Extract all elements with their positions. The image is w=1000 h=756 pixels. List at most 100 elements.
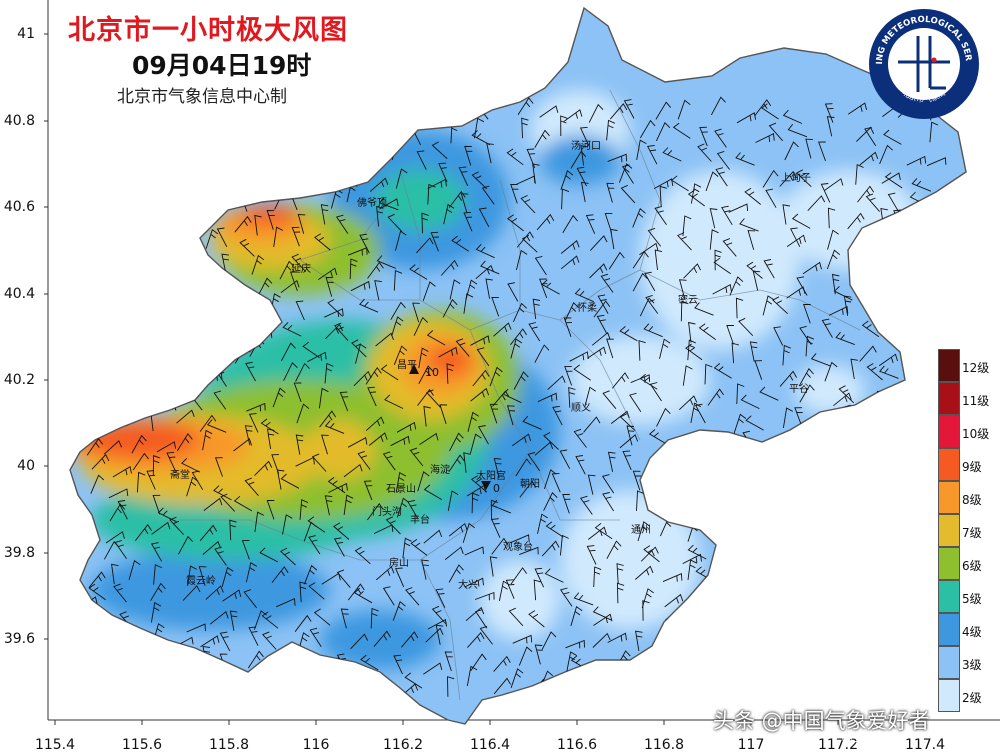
wind-barb <box>907 222 928 236</box>
wind-barb <box>745 524 763 542</box>
wind-barb <box>301 123 310 144</box>
wind-barb <box>470 653 487 671</box>
wind-barb <box>897 301 915 319</box>
wind-barb <box>448 522 468 537</box>
wind-barb <box>416 150 427 170</box>
wind-barb <box>186 167 200 187</box>
wind-barb <box>560 240 580 254</box>
wind-barb <box>369 177 389 192</box>
wind-barb <box>493 677 511 695</box>
wind-barb <box>423 405 431 427</box>
wind-barb <box>440 259 459 276</box>
wind-barb <box>632 250 649 269</box>
wind-barb <box>293 382 302 403</box>
wind-barb <box>639 297 655 317</box>
wind-barb <box>225 105 236 126</box>
wind-barb <box>241 539 250 560</box>
wind-barb <box>438 162 448 183</box>
wind-barb <box>401 631 419 648</box>
wind-barb <box>852 607 866 628</box>
legend-swatch <box>938 646 960 679</box>
wind-barb <box>866 363 883 381</box>
wind-barb <box>680 300 689 322</box>
wind-barb <box>363 480 373 501</box>
wind-barb <box>493 655 511 672</box>
x-tick-label: 116 <box>302 737 330 753</box>
wind-barb <box>755 499 775 513</box>
logo-emblem <box>898 36 950 92</box>
wind-barb <box>169 516 184 535</box>
wind-barb <box>231 187 246 207</box>
wind-barb <box>412 302 420 323</box>
wind-barb <box>609 103 628 120</box>
wind-barb <box>803 304 811 324</box>
wind-barb <box>736 383 745 405</box>
wind-barb <box>247 121 259 141</box>
wind-barb <box>828 578 842 599</box>
wind-barb <box>367 386 377 407</box>
wind-barb <box>150 602 162 623</box>
wind-barb <box>351 339 367 358</box>
wind-barb <box>136 471 146 493</box>
wind-barb <box>607 153 627 163</box>
wind-barb <box>588 103 604 123</box>
wind-barb <box>538 678 559 692</box>
wind-barb <box>755 476 766 497</box>
wind-barb <box>587 346 607 359</box>
wind-barb <box>745 415 764 431</box>
wind-barb <box>782 407 794 428</box>
y-tick-label: 39.8 <box>3 545 35 561</box>
wind-barb <box>865 557 875 578</box>
x-tick-label: 116.8 <box>643 737 685 753</box>
watermark-text: 头条 @中国气象爱好者 <box>713 709 930 733</box>
wind-barb <box>325 276 334 297</box>
wind-barb <box>638 340 646 361</box>
wind-barb <box>465 606 485 622</box>
wind-barb <box>153 688 173 699</box>
wind-barb <box>903 510 924 522</box>
wind-barb <box>771 630 782 650</box>
wind-barb <box>295 362 310 382</box>
wind-barb <box>536 213 555 231</box>
wind-barb <box>88 583 106 601</box>
wind-barb <box>833 285 853 301</box>
wind-barb <box>589 235 608 251</box>
wind-barb <box>879 365 899 379</box>
wind-barb <box>70 341 80 359</box>
wind-barb <box>534 644 543 665</box>
wind-barb <box>481 185 495 205</box>
wind-barb <box>785 442 805 456</box>
wind-barb <box>109 321 120 342</box>
wind-barb <box>632 470 641 491</box>
wind-barb <box>594 523 613 540</box>
wind-barb <box>537 513 548 534</box>
wind-barb <box>711 476 719 497</box>
wind-barb <box>787 124 808 138</box>
wind-barb <box>799 522 813 543</box>
wind-barb <box>199 524 218 541</box>
wind-barb <box>607 687 627 696</box>
wind-barb <box>559 449 571 469</box>
wind-barb <box>464 577 484 588</box>
wind-barb <box>910 278 928 296</box>
wind-barb <box>728 203 749 213</box>
wind-barb <box>407 499 419 520</box>
x-tick-label: 116.4 <box>469 737 511 753</box>
wind-barb <box>887 192 899 212</box>
wind-barb <box>151 521 171 535</box>
wind-barb <box>552 405 563 426</box>
wind-barb <box>91 453 110 470</box>
map-producer: 北京市气象信息中心制 <box>117 87 287 107</box>
wind-barb <box>739 218 759 232</box>
wind-barb <box>910 416 927 435</box>
wind-barb <box>892 451 901 472</box>
wind-barb <box>464 145 473 166</box>
wind-barb <box>98 299 106 320</box>
wind-barb <box>510 534 530 544</box>
wind-barb <box>467 632 485 648</box>
wind-barb <box>865 193 880 212</box>
wind-barb <box>276 655 294 672</box>
wind-barb <box>541 279 560 295</box>
wind-barb <box>70 151 85 166</box>
wind-barb <box>471 130 491 146</box>
